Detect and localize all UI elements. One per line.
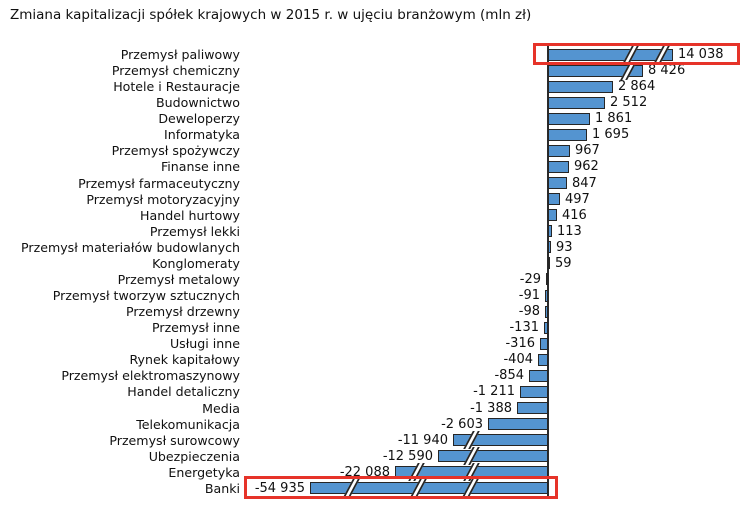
value-label: -91 (518, 288, 540, 304)
value-label: -2 603 (441, 416, 483, 432)
value-label: 59 (555, 255, 572, 271)
value-label: -316 (505, 336, 535, 352)
value-label: 93 (556, 239, 573, 255)
bar (548, 128, 587, 141)
category-label: Deweloperzy (158, 111, 240, 127)
category-label: Rynek kapitałowy (129, 352, 240, 368)
value-label: 497 (565, 191, 590, 207)
category-label: Przemysł spożywczy (111, 143, 240, 159)
bar (548, 193, 560, 206)
category-label: Informatyka (164, 127, 240, 143)
value-label: 2 512 (610, 95, 648, 111)
category-label: Energetyka (168, 464, 240, 480)
bar (548, 96, 605, 109)
category-label: Konglomeraty (152, 255, 240, 271)
value-label: -54 935 (254, 480, 305, 496)
category-label: Handel detaliczny (127, 384, 240, 400)
category-label: Przemysł motoryzacyjny (86, 191, 240, 207)
bar (538, 353, 548, 366)
bar (548, 241, 551, 254)
bar (548, 80, 613, 93)
bar (548, 225, 552, 238)
bar (310, 482, 548, 495)
value-label: 14 038 (678, 47, 724, 62)
category-label: Banki (204, 480, 240, 496)
category-label: Przemysł drzewny (125, 304, 240, 320)
value-label: 847 (572, 175, 597, 191)
category-label: Przemysł lekki (149, 223, 240, 239)
bar (488, 418, 548, 431)
bar (453, 434, 548, 447)
category-label: Ubezpieczenia (148, 448, 240, 464)
value-label: -98 (518, 304, 540, 320)
bar (548, 144, 570, 157)
bar (548, 48, 673, 61)
chart-title: Zmiana kapitalizacji spółek krajowych w … (10, 7, 532, 23)
category-label: Budownictwo (156, 95, 240, 111)
bar (540, 337, 548, 350)
bar (546, 273, 548, 286)
bar (438, 450, 548, 463)
value-label: 1 861 (595, 111, 633, 127)
highlight-box-banki (244, 476, 558, 499)
value-label: 967 (575, 143, 600, 159)
category-label: Media (202, 400, 240, 416)
category-label: Hotele i Restauracje (113, 79, 240, 95)
category-label: Przemysł surowcowy (109, 432, 240, 448)
category-label: Przemysł farmaceutyczny (78, 175, 240, 191)
category-label: Przemysł materiałów budowlanych (21, 239, 240, 255)
value-label: -854 (494, 368, 524, 384)
bar (545, 305, 548, 318)
value-label: 8 426 (648, 63, 686, 79)
value-label: -404 (503, 352, 533, 368)
bar (520, 385, 548, 398)
category-label: Przemysł paliwowy (120, 47, 240, 62)
zero-axis-line (547, 44, 549, 499)
bar (545, 289, 548, 302)
category-label: Finanse inne (160, 159, 240, 175)
bar (548, 209, 557, 222)
category-label: Przemysł inne (152, 320, 240, 336)
category-label: Przemysł chemiczny (111, 63, 240, 79)
bar (548, 112, 590, 125)
bar (517, 402, 548, 415)
bar (529, 369, 548, 382)
value-label: 113 (557, 223, 582, 239)
category-label: Przemysł tworzyw sztucznych (52, 288, 240, 304)
value-label: -11 940 (397, 432, 448, 448)
value-label: -131 (509, 320, 539, 336)
value-label: 962 (574, 159, 599, 175)
value-label: -1 388 (470, 400, 512, 416)
bar (548, 64, 643, 77)
value-label: -1 211 (473, 384, 515, 400)
category-label: Telekomunikacja (136, 416, 240, 432)
value-label: 1 695 (592, 127, 630, 143)
value-label: -29 (519, 271, 541, 287)
category-label: Handel hurtowy (140, 207, 240, 223)
value-label: 416 (562, 207, 587, 223)
category-label: Usługi inne (169, 336, 240, 352)
bar (544, 321, 548, 334)
bar (548, 160, 569, 173)
bar (548, 257, 550, 270)
bar (548, 177, 567, 190)
value-label: 2 864 (618, 79, 656, 95)
value-label: -12 590 (382, 448, 433, 464)
highlight-box-przemysl-paliwowy (533, 43, 740, 65)
category-label: Przemysł metalowy (117, 271, 240, 287)
category-label: Przemysł elektromaszynowy (61, 368, 240, 384)
